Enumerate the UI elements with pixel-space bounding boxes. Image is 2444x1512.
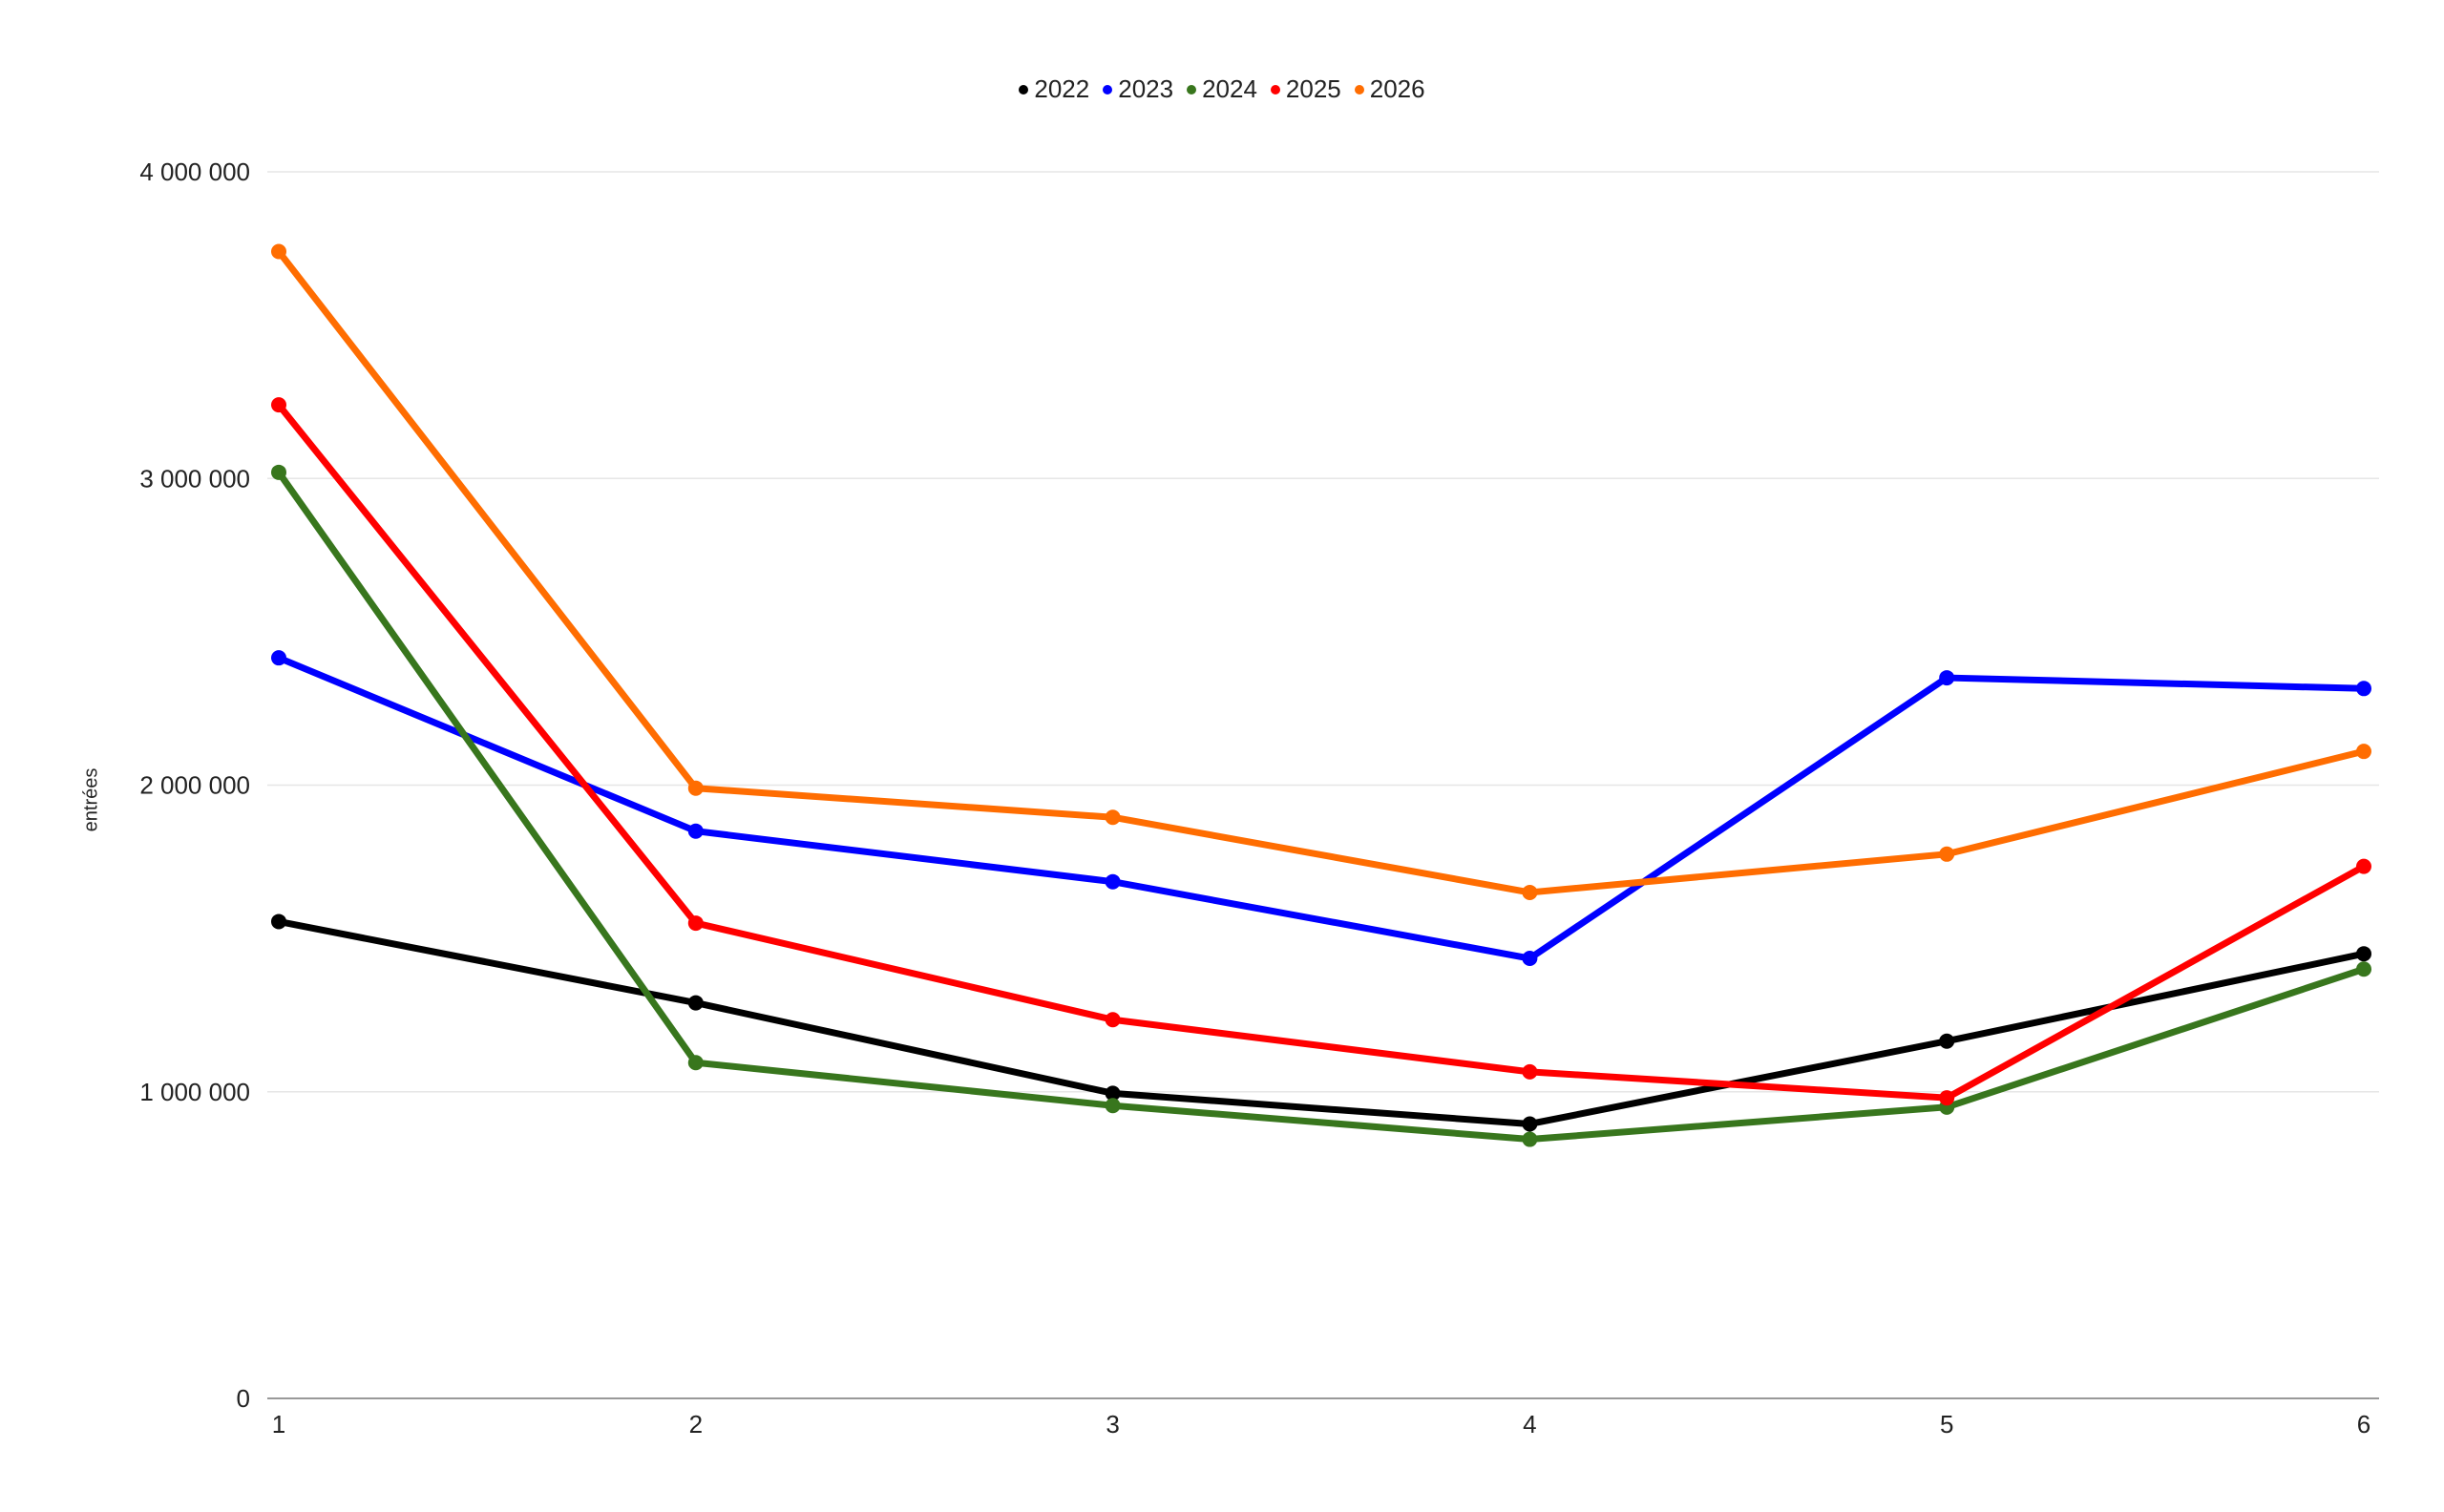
legend-marker [1270, 84, 1280, 94]
y-tick-label: 4 000 000 [139, 158, 250, 186]
chart-legend: 2022 2023 2024 2025 2026 [0, 74, 2444, 104]
series-line-2022 [275, 917, 2368, 1127]
y-tick-label: 0 [237, 1384, 250, 1413]
legend-item-2024: 2024 [1187, 74, 1257, 104]
data-point-2022 [271, 914, 286, 930]
data-point-2026 [687, 780, 704, 796]
x-tick-label: 6 [2357, 1410, 2370, 1438]
data-point-2026 [1522, 884, 1538, 900]
series-line-2025 [275, 401, 2368, 1102]
data-point-2026 [1105, 809, 1121, 826]
series-line-2024 [275, 469, 2368, 1144]
data-point-2026 [1939, 846, 1955, 862]
legend-marker [1019, 84, 1029, 94]
series-line-2026 [275, 248, 2368, 896]
y-tick-label: 3 000 000 [139, 464, 250, 493]
legend-marker [1103, 84, 1113, 94]
legend-marker [1354, 84, 1364, 94]
data-point-2024 [271, 464, 286, 480]
data-point-2023 [2356, 681, 2371, 697]
legend-label: 2025 [1285, 74, 1341, 103]
x-tick-label: 3 [1106, 1410, 1119, 1438]
x-tick-label: 2 [689, 1410, 703, 1438]
x-tick-label: 4 [1523, 1410, 1536, 1438]
legend-label: 2022 [1034, 74, 1090, 103]
data-point-2023 [687, 823, 704, 839]
legend-item-2022: 2022 [1019, 74, 1089, 104]
legend-item-2026: 2026 [1354, 74, 1425, 104]
data-point-2025 [687, 915, 704, 932]
data-point-2025 [271, 397, 286, 413]
data-point-2025 [1105, 1012, 1121, 1028]
data-point-2024 [1105, 1098, 1121, 1114]
data-point-2022 [1939, 1033, 1955, 1049]
data-point-2024 [2356, 961, 2371, 977]
data-point-2025 [1522, 1063, 1538, 1080]
data-point-2023 [1939, 670, 1955, 686]
data-point-2022 [687, 995, 704, 1011]
data-point-2022 [1105, 1085, 1121, 1102]
legend-label: 2024 [1202, 74, 1257, 103]
data-point-2025 [2356, 858, 2371, 874]
legend-label: 2023 [1118, 74, 1174, 103]
data-point-2023 [1522, 951, 1538, 967]
data-point-2025 [1939, 1090, 1955, 1106]
data-point-2023 [1105, 873, 1121, 890]
y-tick-label: 2 000 000 [139, 771, 250, 800]
x-tick-label: 5 [1940, 1410, 1953, 1438]
legend-marker [1187, 84, 1197, 94]
data-point-2024 [687, 1055, 704, 1071]
legend-label: 2026 [1369, 74, 1425, 103]
x-tick-label: 1 [272, 1410, 285, 1438]
data-point-2022 [2356, 946, 2371, 962]
data-point-2022 [1522, 1116, 1538, 1132]
data-point-2026 [2356, 744, 2371, 760]
legend-item-2025: 2025 [1270, 74, 1341, 104]
series-line-2023 [275, 654, 2368, 962]
data-point-2023 [271, 650, 286, 666]
legend-item-2023: 2023 [1103, 74, 1173, 104]
data-point-2026 [271, 243, 286, 260]
data-point-2024 [1522, 1131, 1538, 1147]
y-tick-label: 1 000 000 [139, 1078, 250, 1106]
